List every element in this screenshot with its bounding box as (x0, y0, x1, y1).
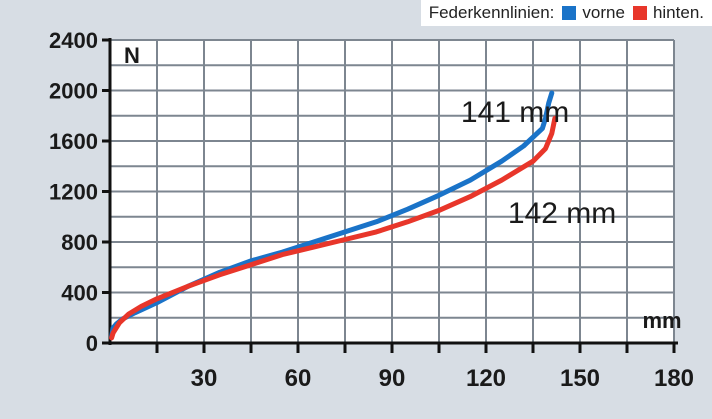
axes (102, 38, 678, 353)
x-tick-label: 180 (654, 365, 694, 392)
x-axis-label: mm (642, 308, 681, 333)
annotation-rear: 142 mm (508, 197, 616, 230)
annotation-front: 141 mm (461, 96, 569, 129)
x-tick-label: 60 (285, 365, 312, 392)
y-tick-label: 1600 (49, 129, 98, 154)
legend-swatch-rear (632, 6, 647, 20)
y-tick-label: 2400 (49, 28, 98, 53)
x-tick-label: 30 (191, 365, 218, 392)
y-tick-label: 1200 (49, 180, 98, 205)
y-axis-label: N (124, 43, 140, 68)
y-tick-label: 400 (61, 281, 98, 306)
series-line-rear (109, 115, 558, 341)
x-tick-label: 120 (466, 365, 506, 392)
y-tick-label: 2000 (49, 79, 98, 104)
y-tick-label: 800 (61, 230, 98, 255)
y-tick-label: 0 (86, 331, 98, 356)
series-lines (109, 90, 558, 341)
legend-label-rear: hinten. (652, 3, 704, 22)
legend: Federkennlinien: vorne hinten. (420, 0, 712, 26)
x-tick-labels: 30 60 90 120 150 180 (191, 365, 694, 392)
grid (110, 39, 675, 343)
legend-title: Federkennlinien: (428, 3, 555, 22)
legend-swatch-front (562, 6, 577, 20)
x-tick-label: 90 (379, 365, 406, 392)
y-tick-labels: 0 400 800 1200 1600 2000 2400 (49, 28, 98, 356)
legend-label-front: vorne (582, 3, 625, 22)
x-tick-label: 150 (560, 365, 600, 392)
